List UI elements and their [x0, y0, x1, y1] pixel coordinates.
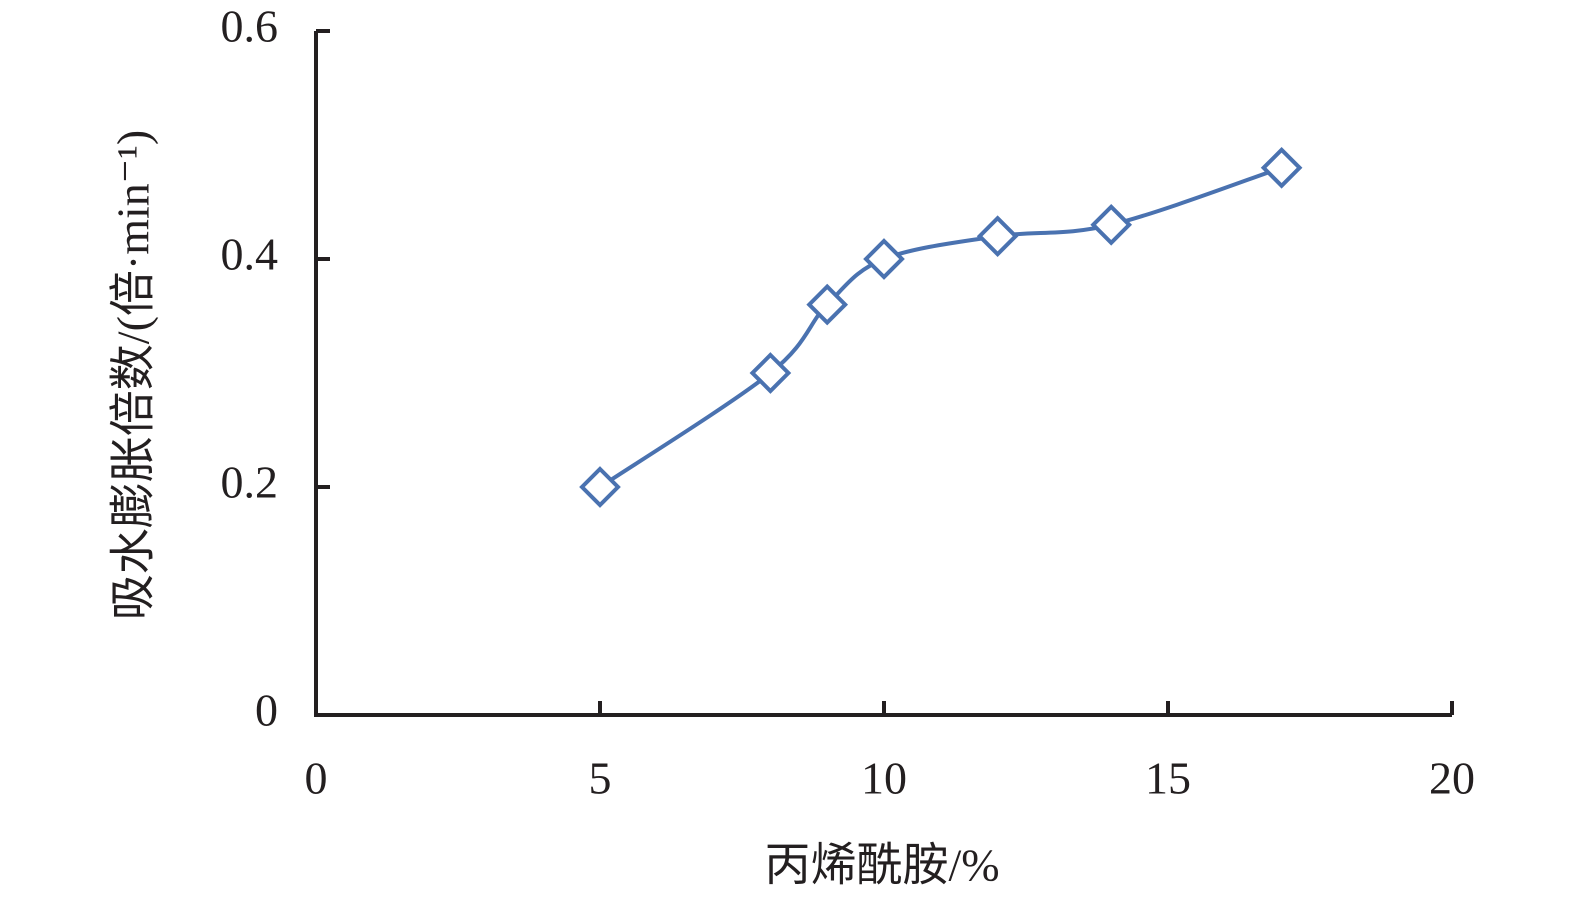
marker	[1090, 203, 1133, 246]
x-tick-label: 15	[1145, 753, 1191, 804]
marker	[579, 466, 621, 508]
marker	[806, 283, 849, 326]
x-tick-label: 5	[589, 753, 612, 804]
marker	[1260, 146, 1303, 189]
x-tick-label: 10	[861, 753, 907, 804]
line	[598, 165, 1283, 489]
x-axis-label: 丙烯酰胺/%	[764, 840, 999, 891]
marker	[749, 352, 792, 394]
x-tick-label: 20	[1429, 753, 1475, 804]
marker	[976, 215, 1019, 258]
y-tick-label: 0	[255, 685, 278, 736]
y-tick-label: 0.6	[221, 1, 279, 52]
y-tick-label: 0.4	[221, 229, 279, 280]
marker	[863, 238, 905, 280]
x-tick-label: 0	[305, 753, 328, 804]
y-tick-label: 0.2	[221, 457, 279, 508]
y-axis-label: 吸水膨胀倍数/(倍·min⁻¹)	[108, 130, 159, 620]
